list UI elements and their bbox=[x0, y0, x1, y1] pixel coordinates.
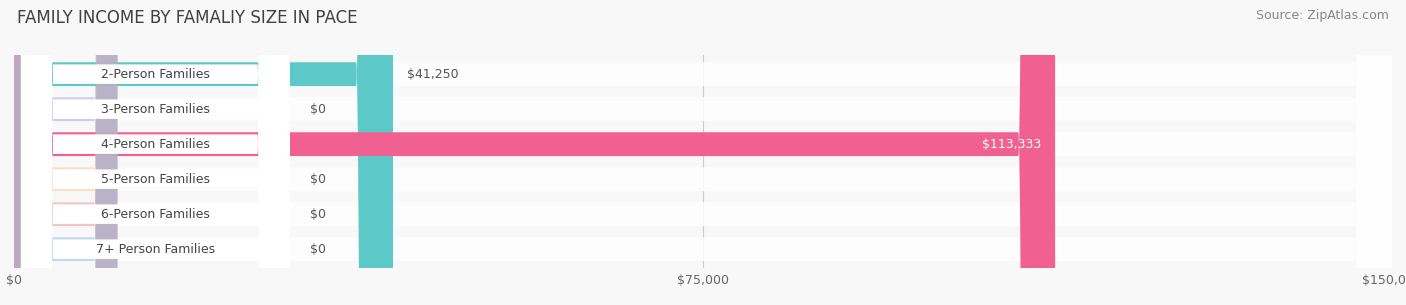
Text: $113,333: $113,333 bbox=[983, 138, 1042, 151]
FancyBboxPatch shape bbox=[14, 0, 1392, 305]
FancyBboxPatch shape bbox=[21, 0, 290, 305]
Text: $0: $0 bbox=[311, 208, 326, 221]
FancyBboxPatch shape bbox=[14, 0, 1392, 305]
FancyBboxPatch shape bbox=[21, 0, 290, 305]
Text: $0: $0 bbox=[311, 173, 326, 186]
FancyBboxPatch shape bbox=[14, 0, 1392, 305]
FancyBboxPatch shape bbox=[21, 0, 290, 305]
FancyBboxPatch shape bbox=[21, 0, 290, 305]
FancyBboxPatch shape bbox=[14, 0, 118, 305]
Text: 5-Person Families: 5-Person Families bbox=[101, 173, 209, 186]
FancyBboxPatch shape bbox=[14, 0, 1054, 305]
Text: 2-Person Families: 2-Person Families bbox=[101, 68, 209, 81]
Text: 3-Person Families: 3-Person Families bbox=[101, 103, 209, 116]
Text: $41,250: $41,250 bbox=[406, 68, 458, 81]
Text: Source: ZipAtlas.com: Source: ZipAtlas.com bbox=[1256, 9, 1389, 22]
Text: 4-Person Families: 4-Person Families bbox=[101, 138, 209, 151]
FancyBboxPatch shape bbox=[21, 0, 290, 305]
FancyBboxPatch shape bbox=[14, 0, 1392, 305]
FancyBboxPatch shape bbox=[14, 0, 118, 305]
FancyBboxPatch shape bbox=[14, 0, 118, 305]
FancyBboxPatch shape bbox=[14, 0, 118, 305]
Text: $0: $0 bbox=[311, 243, 326, 256]
Text: 7+ Person Families: 7+ Person Families bbox=[96, 243, 215, 256]
FancyBboxPatch shape bbox=[21, 0, 290, 305]
FancyBboxPatch shape bbox=[14, 0, 394, 305]
Text: FAMILY INCOME BY FAMALIY SIZE IN PACE: FAMILY INCOME BY FAMALIY SIZE IN PACE bbox=[17, 9, 357, 27]
FancyBboxPatch shape bbox=[14, 0, 1392, 305]
FancyBboxPatch shape bbox=[14, 0, 1392, 305]
Text: $0: $0 bbox=[311, 103, 326, 116]
Text: 6-Person Families: 6-Person Families bbox=[101, 208, 209, 221]
